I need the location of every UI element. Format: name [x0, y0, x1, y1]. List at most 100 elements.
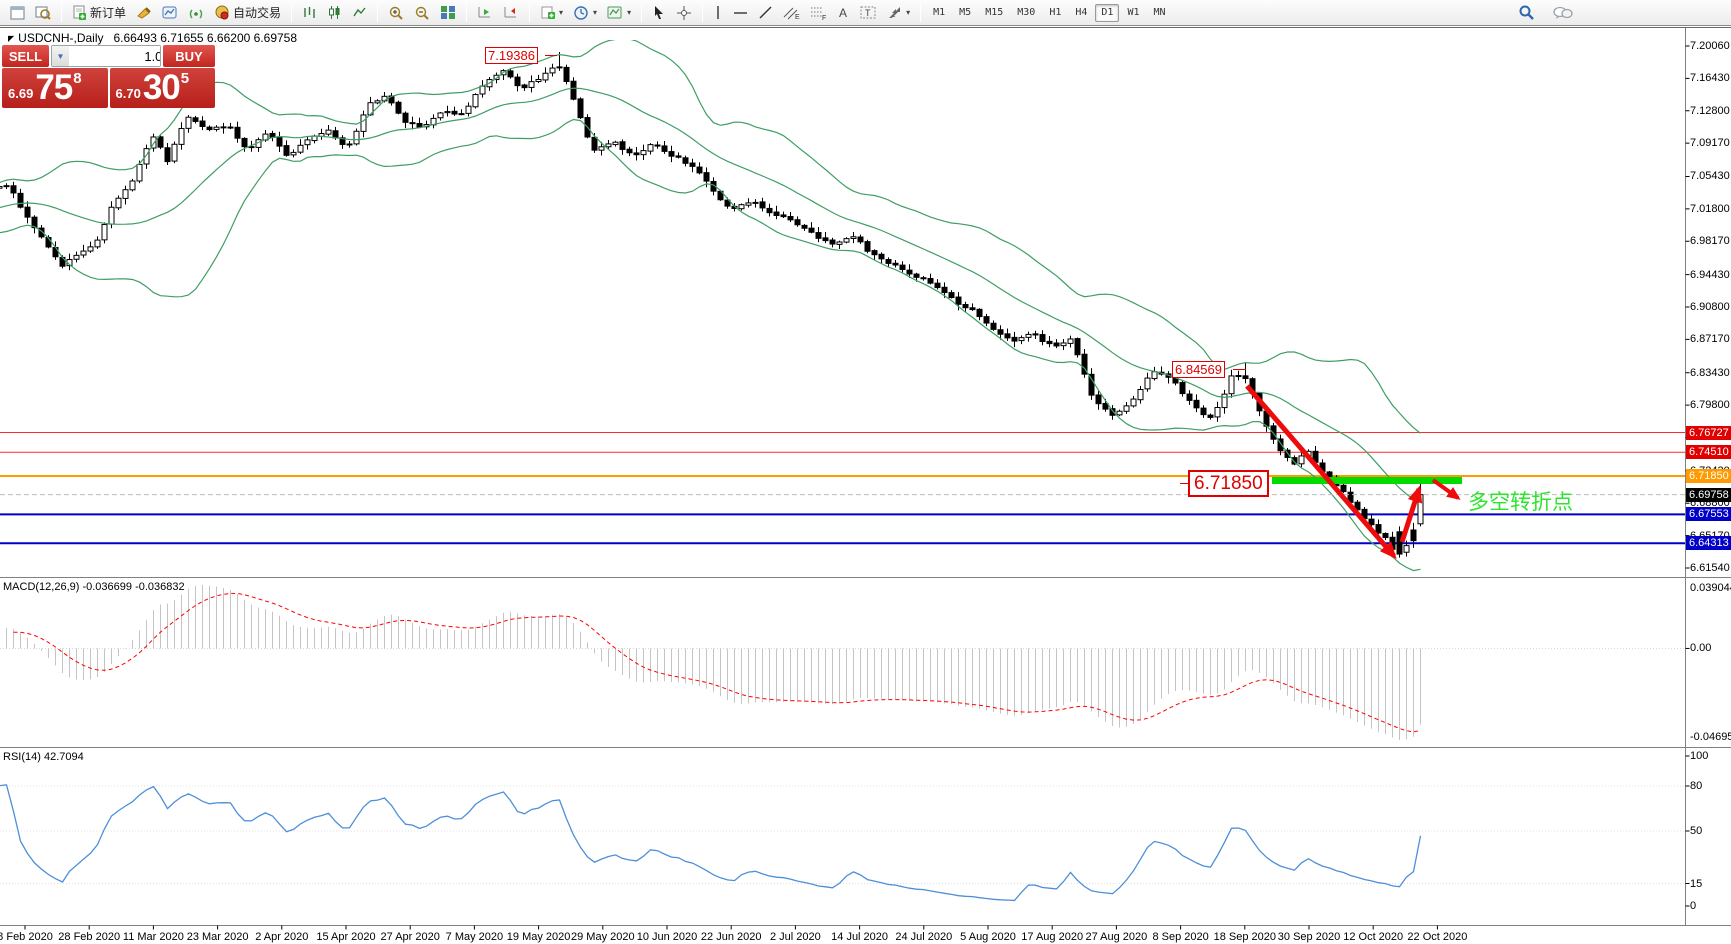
bollinger-bands	[0, 40, 1421, 572]
rsi-axis-label: 50	[1690, 825, 1703, 837]
pivot-price-flag[interactable]: 6.71850	[1188, 470, 1269, 497]
dropdown-caret-icon: ▾	[906, 8, 911, 17]
timeframe-mn[interactable]: MN	[1153, 7, 1166, 18]
periods-button[interactable]: ▾	[569, 3, 601, 23]
text-label-tool-icon[interactable]: T	[856, 3, 881, 23]
toolbar-separator	[466, 3, 468, 22]
toolbar-separator	[291, 3, 293, 22]
price-tick-label: 6.79800	[1690, 399, 1730, 412]
crosshair-tool-icon[interactable]	[672, 3, 696, 23]
timeframe-h4[interactable]: H4	[1075, 7, 1088, 18]
time-tick-label: 2 Apr 2020	[255, 931, 309, 943]
sell-price-tile[interactable]: 6.69 75 8	[2, 68, 108, 108]
toolbar-separator	[377, 3, 379, 22]
templates-button[interactable]: ▾	[603, 3, 635, 23]
price-tick-label: 7.12800	[1690, 104, 1730, 117]
macd-label: MACD(12,26,9) -0.036699 -0.036832	[3, 581, 185, 593]
svg-text:F: F	[822, 15, 826, 20]
chart-shift-icon[interactable]	[499, 3, 523, 23]
signal-antenna-icon[interactable]	[184, 3, 208, 23]
cursor-tool-icon[interactable]	[648, 3, 670, 23]
price-level-badge: 6.67553	[1686, 507, 1731, 522]
sell-price-main: 75	[35, 68, 73, 108]
time-tick-label: 11 Mar 2020	[122, 931, 184, 943]
trendline-tool-icon[interactable]	[754, 3, 777, 23]
toolbar-separator	[641, 3, 643, 22]
timeframe-h1[interactable]: H1	[1049, 7, 1062, 18]
volume-input[interactable]	[69, 46, 160, 66]
time-tick-label: 27 Apr 2020	[380, 931, 440, 943]
drawing-objects	[1245, 384, 1462, 560]
rsi-pane	[0, 784, 1685, 902]
time-tick-label: 19 May 2020	[506, 931, 571, 943]
bar-chart-mode-icon[interactable]	[298, 3, 321, 23]
rsi-axis-label: 0	[1690, 900, 1697, 912]
price-tick-label: 7.01800	[1690, 202, 1730, 215]
price-tick-label: 7.09170	[1690, 137, 1730, 150]
horizontal-line-tool-icon[interactable]	[729, 3, 752, 23]
publish-chart-icon[interactable]	[158, 3, 182, 23]
search-icon[interactable]	[1514, 3, 1539, 23]
timeframe-m15[interactable]: M15	[985, 7, 1004, 18]
horizontal-level-lines	[0, 432, 1685, 545]
pivot-note-text[interactable]: 多空转折点	[1468, 491, 1573, 514]
line-chart-mode-icon[interactable]	[348, 3, 371, 23]
price-level-badge: 6.74510	[1686, 445, 1731, 460]
rsi-line	[0, 784, 1422, 902]
lower-high-price-flag[interactable]: 6.84569	[1172, 361, 1225, 378]
tile-windows-icon[interactable]	[436, 3, 460, 23]
buy-button[interactable]: BUY	[163, 45, 215, 67]
buy-price-tile[interactable]: 6.70 30 5	[109, 68, 215, 108]
new-order-button[interactable]: 新订单	[68, 3, 130, 23]
time-tick-label: 23 Mar 2020	[186, 931, 249, 943]
time-tick-label: 22 Jun 2020	[700, 931, 762, 943]
styler-brush-icon[interactable]	[132, 3, 156, 23]
auto-trading-button[interactable]: 自动交易	[210, 3, 285, 23]
timeframe-group: M1 M5 M15 M30 H1 H4 D1 W1 MN	[923, 3, 1175, 22]
time-tick-label: 18 Sep 2020	[1213, 931, 1276, 943]
timeframe-m5[interactable]: M5	[959, 7, 972, 18]
time-tick-label: 5 Aug 2020	[960, 931, 1016, 943]
flag-connector	[1180, 483, 1188, 484]
indicators-button[interactable]: ▾	[536, 3, 567, 23]
sell-button[interactable]: SELL	[2, 45, 49, 67]
timeframe-d1[interactable]: D1	[1095, 3, 1120, 22]
chart-profiles-button[interactable]	[31, 3, 55, 23]
chat-icon[interactable]	[1549, 3, 1577, 23]
flag-connector	[1233, 369, 1246, 370]
auto-scroll-icon[interactable]	[473, 3, 497, 23]
arrows-tool-icon[interactable]: ▾	[883, 3, 914, 23]
timeframe-m1[interactable]: M1	[933, 7, 946, 18]
macd-axis-zero: 0.00	[1690, 642, 1712, 655]
svg-text:T: T	[865, 8, 871, 18]
vertical-line-tool-icon[interactable]	[709, 3, 727, 23]
price-level-badge: 6.71850	[1686, 469, 1731, 484]
zoom-out-icon[interactable]	[410, 3, 434, 23]
timeframe-m30[interactable]: M30	[1017, 7, 1036, 18]
buy-price-pip: 5	[180, 70, 190, 87]
time-axis[interactable]: 8 Feb 2020 28 Feb 2020 11 Mar 2020 23 Mar 2…	[0, 929, 1685, 944]
time-tick-label: 2 Jul 2020	[770, 931, 821, 943]
zoom-in-icon[interactable]	[384, 3, 408, 23]
time-tick-label: 8 Sep 2020	[1152, 931, 1209, 943]
flag-connector	[545, 55, 557, 56]
timeframe-w1[interactable]: W1	[1127, 7, 1140, 18]
swing-high-price-flag[interactable]: 7.19386	[485, 47, 538, 64]
price-tick-label: 6.90800	[1690, 300, 1730, 313]
toolbar-separator	[529, 3, 531, 22]
macd-axis-max: 0.039044	[1690, 582, 1731, 594]
text-tool-icon[interactable]: A	[833, 3, 854, 23]
time-tick-label: 29 May 2020	[570, 931, 635, 943]
volume-decrease-button[interactable]: ▼	[52, 46, 69, 66]
candlestick-mode-icon[interactable]	[323, 3, 346, 23]
time-tick-label: 30 Sep 2020	[1277, 931, 1341, 943]
dropdown-caret-icon: ▾	[593, 8, 598, 17]
new-chart-button[interactable]	[6, 3, 29, 23]
fibonacci-tool-icon[interactable]: F	[806, 3, 831, 23]
price-tick-label: 6.94430	[1690, 268, 1730, 281]
price-tick-label: 6.83430	[1690, 366, 1730, 379]
channel-tool-icon[interactable]: E	[779, 3, 804, 23]
price-axis[interactable]: 7.20060 7.16430 7.12800 7.09170 7.05430 7.018…	[1686, 28, 1731, 925]
